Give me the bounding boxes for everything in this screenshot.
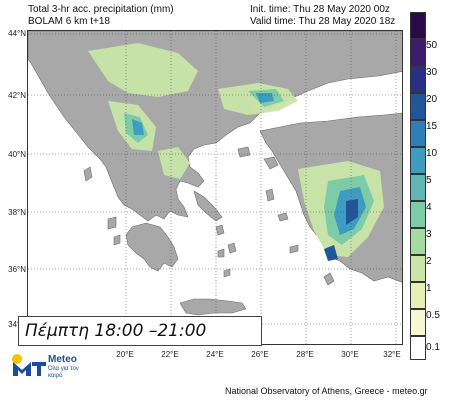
lesvos [263, 156, 279, 170]
legend-swatch-10 [410, 147, 426, 174]
paros [217, 248, 225, 258]
peloponnese [125, 222, 179, 272]
legend-level-15: 15 [426, 121, 438, 132]
legend-level-10: 10 [426, 148, 438, 159]
map-title: Total 3-hr acc. precipitation (mm) BOLAM… [28, 4, 174, 28]
lat-label-38: 38°N [8, 208, 26, 217]
meteo-logo-icon [12, 354, 46, 376]
lat-label-42: 42°N [8, 91, 26, 100]
corfu [83, 166, 93, 182]
legend-swatch-3 [410, 228, 426, 255]
precip-light-north [88, 43, 198, 97]
legend-swatch-50 [410, 39, 426, 66]
santorini [223, 268, 231, 278]
legend-swatch-0-5 [410, 309, 426, 336]
lat-label-44: 44°N [8, 29, 26, 38]
legend-swatch-4 [410, 201, 426, 228]
chios [265, 188, 275, 202]
logo-name: Meteo [48, 354, 77, 365]
legend-level-30: 30 [426, 67, 438, 78]
time-info: Init. time: Thu 28 May 2020 00z Valid ti… [250, 4, 395, 28]
legend-level-50: 50 [426, 40, 438, 51]
lat-label-40: 40°N [8, 150, 26, 159]
legend-swatch-1 [410, 282, 426, 309]
lat-label-34: 34°N [0, 320, 26, 329]
crete [179, 298, 247, 316]
legend-level-1: 1 [426, 283, 432, 294]
precip-heavy-epirus [132, 119, 144, 135]
legend-swatch-2 [410, 255, 426, 282]
legend-swatch-5 [410, 174, 426, 201]
zakynthos [113, 234, 121, 246]
legend-swatch-20 [410, 93, 426, 120]
title-line-1: Total 3-hr acc. precipitation (mm) [28, 4, 174, 15]
map-canvas [28, 31, 402, 344]
title-line-2: BOLAM 6 km t+18 [28, 16, 110, 27]
kefalonia [107, 216, 117, 230]
lon-label-26: 26°E [251, 350, 269, 359]
legend-level-0-5: 0.5 [426, 310, 440, 321]
kos [289, 244, 299, 254]
legend-swatch-0-1 [410, 336, 426, 360]
lemnos [237, 146, 251, 158]
precip-heavy-rhodopes [256, 93, 274, 103]
precipitation-layer [88, 43, 384, 261]
lon-label-32: 32°E [383, 350, 401, 359]
legend-swatch-top [410, 12, 426, 39]
legend-level-4: 4 [426, 202, 432, 213]
lon-label-22: 22°E [161, 350, 179, 359]
samos [277, 212, 289, 222]
lon-label-24: 24°E [206, 350, 224, 359]
euboea [193, 190, 223, 222]
rhodes [323, 272, 335, 286]
lon-label-20: 20°E [116, 350, 134, 359]
naxos [227, 242, 237, 254]
lon-label-28: 28°E [296, 350, 314, 359]
legend-swatch-30 [410, 66, 426, 93]
precip-intense-southwest-turkey [324, 245, 338, 261]
legend-level-5: 5 [426, 175, 432, 186]
meteo-logo [10, 350, 90, 380]
legend-level-20: 20 [426, 94, 438, 105]
legend-swatch-15 [410, 120, 426, 147]
legend-level-2: 2 [426, 256, 432, 267]
lat-label-36: 36°N [8, 265, 26, 274]
logo-slogan: Όλα για τον καιρό [48, 366, 79, 379]
precipitation-map [27, 30, 403, 345]
legend-level-3: 3 [426, 229, 432, 240]
precip-light-thessaly [158, 147, 190, 179]
valid-time: Valid time: Thu 28 May 2020 18z [250, 16, 396, 27]
forecast-period-label: Πέμπτη 18:00 –21:00 [18, 316, 262, 346]
lon-label-30: 30°E [341, 350, 359, 359]
init-time: Init. time: Thu 28 May 2020 00z [250, 4, 390, 15]
footer-credit: National Observatory of Athens, Greece -… [225, 386, 428, 396]
andros [215, 224, 225, 236]
legend-level-0-1: 0.1 [426, 342, 440, 353]
